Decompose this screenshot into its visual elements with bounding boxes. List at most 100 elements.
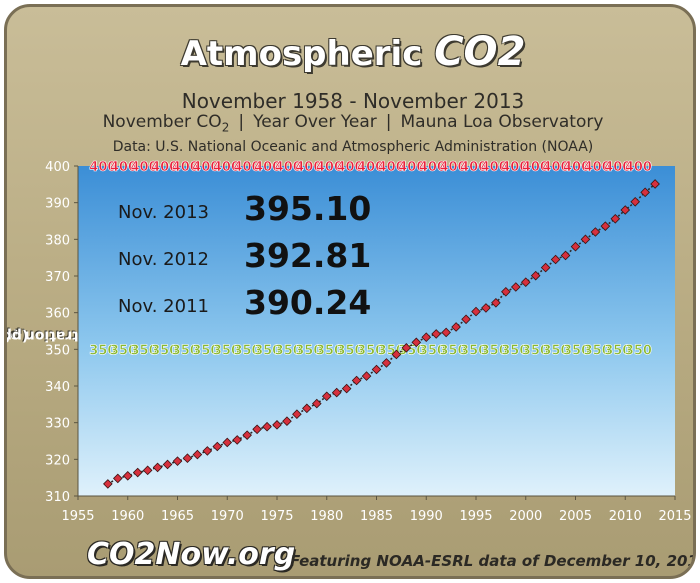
data-point — [302, 403, 312, 414]
data-point — [371, 364, 382, 375]
reference-label-400: 400 — [522, 160, 549, 175]
data-point — [441, 327, 451, 338]
reference-label-350: 350 — [584, 343, 611, 358]
reference-label-400: 400 — [172, 160, 199, 175]
reference-label-350: 350 — [172, 343, 199, 358]
data-point — [411, 337, 422, 348]
reference-label-350: 350 — [357, 343, 384, 358]
series-subscript: 2 — [221, 120, 230, 135]
y-tick-label: 390 — [45, 197, 70, 212]
reference-label-350: 350 — [522, 343, 549, 358]
reference-label-350: 350 — [233, 343, 260, 358]
reference-label-400: 400 — [316, 160, 343, 175]
reference-label-400: 400 — [378, 160, 405, 175]
reference-label-350: 350 — [295, 343, 322, 358]
y-tick-label: 330 — [45, 417, 70, 432]
data-point — [510, 282, 521, 292]
data-point — [282, 416, 292, 427]
reference-label-400: 400 — [89, 160, 116, 175]
data-point — [232, 435, 243, 445]
data-point — [451, 322, 461, 332]
y-tick-label: 340 — [45, 380, 70, 395]
data-point — [212, 441, 223, 452]
data-point — [491, 297, 501, 308]
chart-title: Atmospheric CO2 — [7, 29, 693, 75]
title-main: Atmospheric — [180, 34, 435, 74]
data-point — [381, 358, 392, 368]
reference-label-350: 350 — [316, 343, 343, 358]
series-subtitle: November CO2 | Year Over Year | Mauna Loa Ob… — [102, 112, 604, 135]
data-point — [162, 459, 173, 470]
data-point — [620, 205, 631, 215]
data-point — [540, 262, 551, 273]
data-point — [331, 387, 342, 398]
reference-label-400: 400 — [604, 160, 631, 175]
data-point — [182, 453, 193, 464]
reference-label-350: 350 — [439, 343, 466, 358]
x-tick-label: 1960 — [111, 509, 144, 524]
data-point — [242, 430, 252, 440]
data-point — [580, 234, 591, 245]
featuring-note: Featuring NOAA-ESRL data of December 10,… — [290, 552, 696, 570]
data-point — [640, 187, 650, 198]
data-point — [600, 221, 611, 231]
data-point — [560, 250, 571, 261]
reference-label-400: 400 — [584, 160, 611, 175]
data-point — [142, 465, 153, 476]
plot-background — [78, 166, 675, 496]
period-subtitle: November 1958 - November 2013 — [181, 89, 525, 113]
data-point — [431, 329, 442, 339]
y-tick-label: 320 — [45, 453, 70, 468]
data-point — [103, 479, 113, 489]
reference-label-350: 350 — [192, 343, 219, 358]
reference-label-400: 400 — [542, 160, 569, 175]
reference-label-400: 400 — [625, 160, 652, 175]
reference-label-400: 400 — [192, 160, 219, 175]
annotation-value: 390.24 — [244, 283, 371, 322]
data-point — [292, 409, 302, 420]
x-tick-label: 1955 — [61, 509, 94, 524]
data-point — [471, 306, 481, 317]
y-tick-label: 350 — [45, 343, 70, 358]
data-point — [501, 286, 511, 297]
reference-labels: 4004004004004004004004004004004004004004… — [89, 160, 652, 359]
y-tick-label: 370 — [45, 270, 70, 285]
reference-label-350: 350 — [542, 343, 569, 358]
data-point — [311, 398, 322, 409]
reference-label-350: 350 — [481, 343, 508, 358]
data-point — [351, 375, 362, 386]
reference-label-350: 350 — [419, 343, 446, 358]
reference-label-400: 400 — [398, 160, 425, 175]
reference-label-350: 350 — [213, 343, 240, 358]
reference-label-350: 350 — [130, 343, 157, 358]
data-point — [530, 270, 541, 281]
data-point — [202, 446, 213, 456]
reference-label-400: 400 — [151, 160, 178, 175]
data-point — [341, 383, 352, 394]
reference-label-350: 350 — [151, 343, 178, 358]
title-co2: CO2 — [434, 29, 526, 75]
reference-label-400: 400 — [336, 160, 363, 175]
reference-label-400: 400 — [481, 160, 508, 175]
reference-label-400: 400 — [357, 160, 384, 175]
x-tick-label: 2010 — [609, 509, 642, 524]
y-tick-label: 310 — [45, 490, 70, 505]
data-point — [192, 449, 203, 460]
annotation-value: 395.10 — [244, 189, 371, 228]
x-tick-label: 2000 — [509, 509, 542, 524]
data-point — [590, 227, 601, 237]
data-point — [132, 467, 143, 478]
reference-label-400: 400 — [460, 160, 487, 175]
data-point — [262, 421, 272, 432]
reference-label-350: 350 — [89, 343, 116, 358]
annotation-label: Nov. 2011 — [118, 296, 209, 317]
reference-label-400: 400 — [563, 160, 590, 175]
reference-label-350: 350 — [501, 343, 528, 358]
reference-label-400: 400 — [130, 160, 157, 175]
data-point — [222, 437, 233, 448]
x-tick-label: 1975 — [260, 509, 293, 524]
data-point — [520, 277, 531, 288]
data-point — [610, 213, 621, 224]
data-point — [252, 424, 262, 435]
